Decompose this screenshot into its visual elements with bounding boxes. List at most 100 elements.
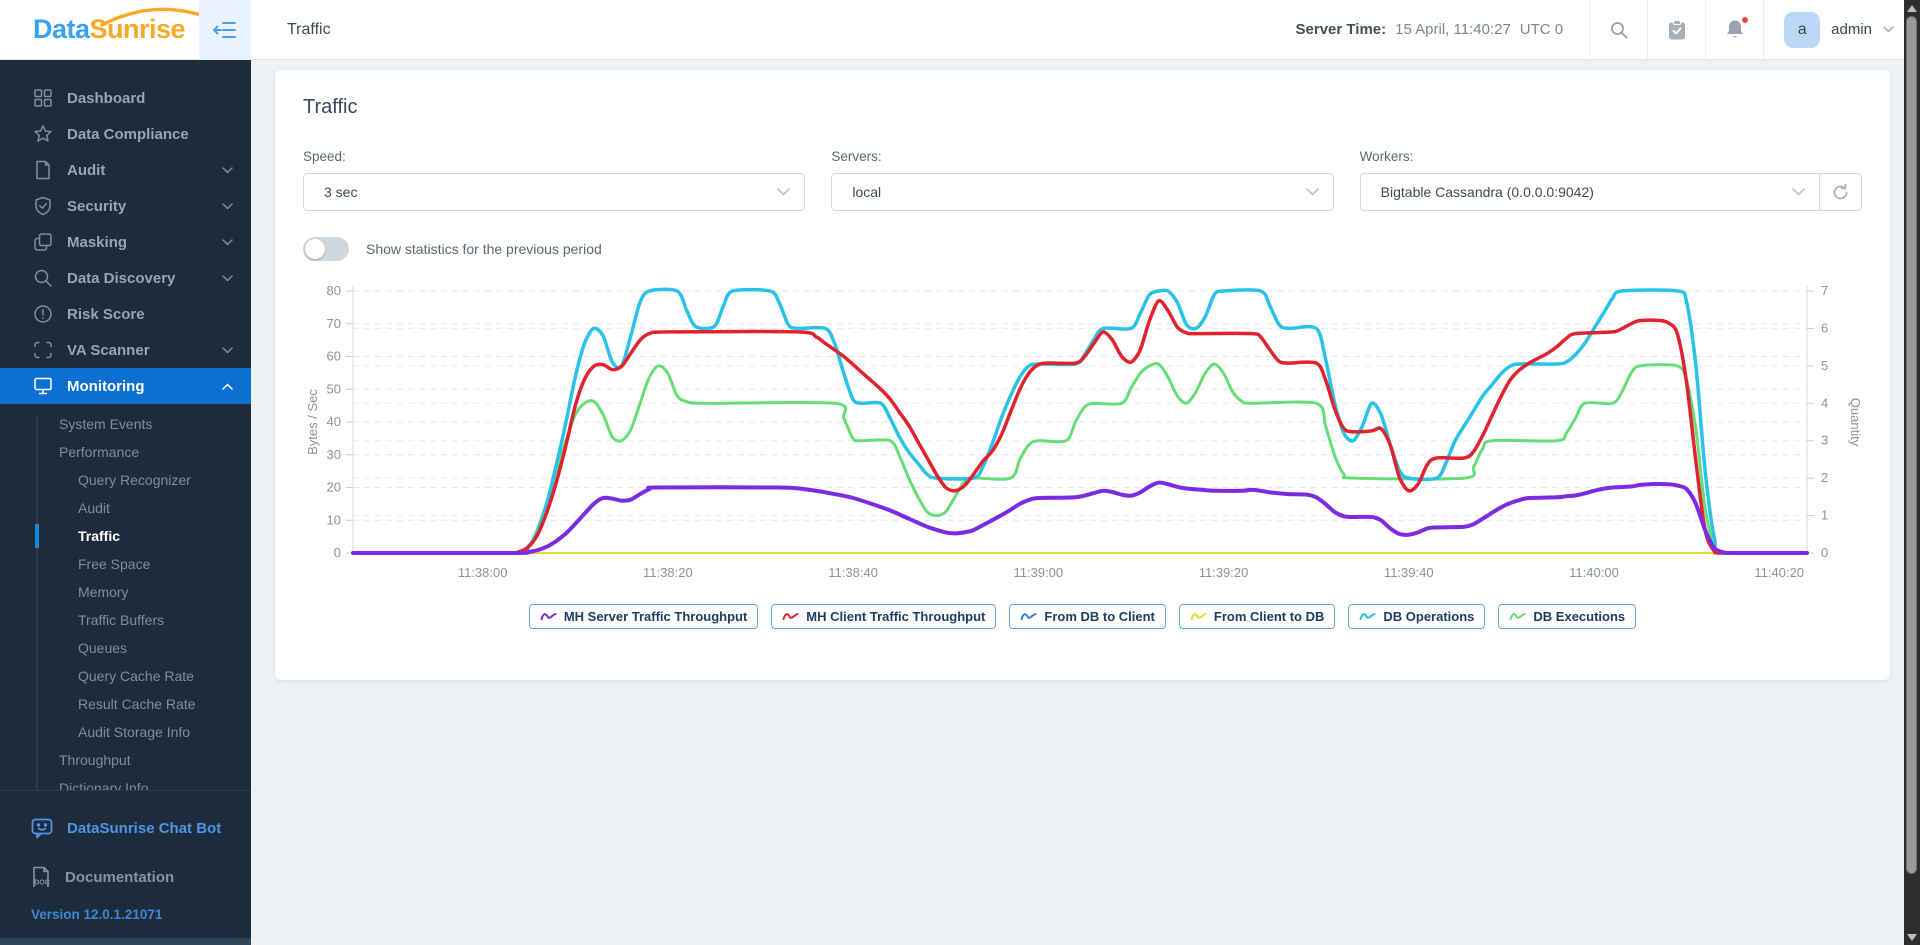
legend-item-db-executions[interactable]: DB Executions [1498,604,1637,629]
sidebar-item-data-discovery[interactable]: Data Discovery [0,260,251,296]
svg-text:20: 20 [327,480,341,495]
previous-period-toggle[interactable] [303,237,349,261]
dashboard-icon [34,89,52,107]
user-menu[interactable]: a admin [1764,0,1904,59]
svg-text:80: 80 [327,283,341,298]
submenu-item-traffic-buffers[interactable]: Traffic Buffers [78,612,165,628]
shield-icon [35,196,51,216]
svg-text:Quantity: Quantity [1848,398,1862,447]
topbar-divider [1647,0,1649,60]
speed-label: Speed: [303,149,346,164]
chevron-down-icon [222,346,233,354]
legend-item-from-db-to-client[interactable]: From DB to Client [1009,604,1166,629]
workers-select[interactable]: Bigtable Cassandra (0.0.0.0:9042) [1359,173,1820,211]
submenu-item-queues[interactable]: Queues [78,640,128,656]
svg-text:50: 50 [327,381,341,396]
speed-control: Speed: 3 sec [303,149,806,211]
svg-text:30: 30 [327,447,341,462]
sidebar-item-monitoring[interactable]: Monitoring [0,368,251,404]
scrollbar-up-arrow-icon[interactable] [1907,5,1917,12]
user-name: admin [1831,21,1872,38]
top-bar: DataSunrise Traffic Server Time: 15 Apri… [0,0,1904,60]
svg-text:40: 40 [327,414,341,429]
series-line-mh-server-traffic-throughput [351,480,1809,556]
sidebar-item-risk-score[interactable]: Risk Score [0,296,251,332]
submenu-item-query-recognizer[interactable]: Query Recognizer [78,472,191,488]
sidebar-collapse-button[interactable] [199,0,251,60]
sidebar-item-data-compliance[interactable]: Data Compliance [0,116,251,152]
sidebar-item-audit[interactable]: Audit [0,152,251,188]
submenu-item-memory[interactable]: Memory [78,584,129,600]
submenu-item-audit-storage-info[interactable]: Audit Storage Info [78,724,191,740]
monitoring-submenu: System Events Performance Query Recognizer… [0,410,251,791]
legend-item-db-operations[interactable]: DB Operations [1348,604,1486,629]
toggle-knob [305,239,325,259]
sidebar-item-documentation[interactable]: DOC Documentation [0,854,251,900]
search-button[interactable] [1590,0,1647,60]
server-time-value: 15 April, 11:40:27 [1395,21,1511,38]
svg-text:11:39:00: 11:39:00 [1014,565,1064,580]
tasks-button[interactable] [1648,0,1705,60]
series-line-db-operations [351,287,1809,555]
svg-text:2: 2 [1821,470,1828,485]
sidebar-scrollbar[interactable] [0,938,251,945]
legend-label: DB Operations [1383,609,1475,624]
servers-label: Servers: [831,149,882,164]
documentation-icon: DOC [33,866,50,887]
submenu-item-dictionary-info[interactable]: Dictionary Info [59,780,149,791]
scrollbar-down-arrow-icon[interactable] [1907,934,1917,941]
version-label: Version 12.0.1.21071 [31,907,163,922]
submenu-item-audit[interactable]: Audit [78,500,110,516]
servers-select[interactable]: local [831,173,1334,211]
workers-label: Workers: [1359,149,1414,164]
svg-text:1: 1 [1821,508,1828,523]
datasunrise-logo: DataSunrise [0,7,214,45]
servers-value: local [852,184,882,200]
legend-item-from-client-to-db[interactable]: From Client to DB [1178,604,1336,629]
svg-text:11:40:00: 11:40:00 [1569,565,1619,580]
legend-item-mh-server-traffic-throughput[interactable]: MH Server Traffic Throughput [528,604,759,629]
sidebar-item-masking[interactable]: Masking [0,224,251,260]
sidebar-item-label: VA Scanner [67,341,150,359]
legend-label: DB Executions [1533,609,1626,624]
collapse-sidebar-icon [213,22,236,38]
submenu-item-performance[interactable]: Performance [59,444,140,460]
submenu-item-result-cache-rate[interactable]: Result Cache Rate [78,696,196,712]
submenu-item-traffic[interactable]: Traffic [0,522,251,550]
sidebar-item-label: Dashboard [67,89,146,107]
svg-text:4: 4 [1821,395,1828,410]
chevron-down-icon [1305,188,1319,196]
chart-legend: MH Server Traffic Throughput MH Client Tr… [303,604,1862,629]
svg-text:10: 10 [327,512,341,527]
submenu-item-system-events[interactable]: System Events [59,416,153,432]
submenu-item-throughput[interactable]: Throughput [59,752,131,768]
speed-select[interactable]: 3 sec [303,173,806,211]
svg-text:11:39:40: 11:39:40 [1384,565,1434,580]
notification-dot [1740,14,1751,25]
server-time-zone: UTC 0 [1519,21,1564,38]
series-squiggle-icon [540,613,557,620]
chevron-down-icon [1883,26,1894,33]
submenu-item-free-space[interactable]: Free Space [78,556,151,572]
avatar: a [1784,11,1821,48]
legend-item-mh-client-traffic-throughput[interactable]: MH Client Traffic Throughput [771,604,997,629]
submenu-item-query-cache-rate[interactable]: Query Cache Rate [78,668,194,684]
sidebar-item-chat-bot[interactable]: DataSunrise Chat Bot [0,805,251,851]
search-icon [1610,21,1628,38]
sidebar-item-label: Risk Score [67,305,145,323]
star-icon [34,125,52,142]
sidebar-item-label: Data Discovery [67,269,176,287]
refresh-icon [1833,183,1848,199]
logo-text-sunrise: Sunrise [89,14,186,44]
chevron-down-icon [777,188,791,196]
window-scrollbar[interactable] [1904,0,1920,945]
sidebar-item-va-scanner[interactable]: VA Scanner [0,332,251,368]
scrollbar-thumb[interactable] [1906,16,1917,874]
monitor-icon [34,377,52,395]
refresh-workers-button[interactable] [1819,173,1862,211]
svg-text:7: 7 [1821,283,1828,298]
server-time-label: Server Time: [1295,21,1387,38]
notifications-button[interactable] [1706,0,1763,60]
sidebar-item-dashboard[interactable]: Dashboard [0,80,251,116]
sidebar-item-security[interactable]: Security [0,188,251,224]
